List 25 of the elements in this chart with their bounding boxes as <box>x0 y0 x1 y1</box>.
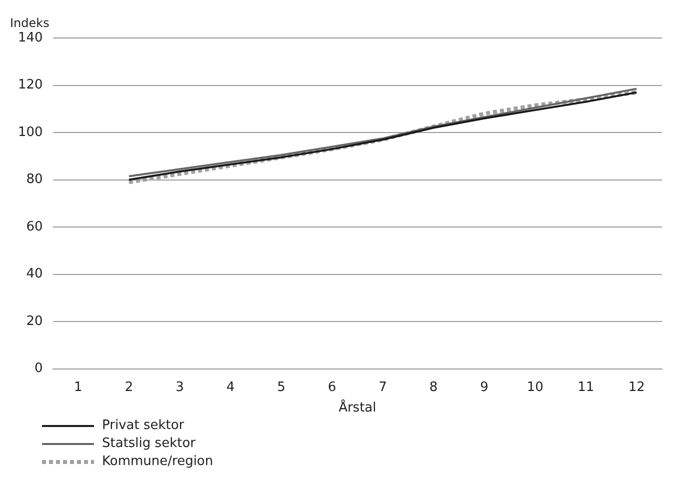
x-tick-label: 5 <box>277 380 286 395</box>
x-tick-label: 11 <box>578 380 594 395</box>
y-tick-label: 0 <box>34 361 43 376</box>
x-tick-label: 6 <box>328 380 336 395</box>
x-axis-title: Årstal <box>338 398 376 416</box>
legend-label: Kommune/region <box>102 454 214 469</box>
y-tick-label: 80 <box>26 172 43 188</box>
y-tick-label: 100 <box>18 124 43 140</box>
x-tick-label: 9 <box>480 380 488 395</box>
y-tick-label: 40 <box>26 266 43 282</box>
x-tick-label: 12 <box>628 380 645 395</box>
x-tick-label: 4 <box>226 380 235 395</box>
y-tick-label: 120 <box>18 78 43 93</box>
x-tick-label: 8 <box>429 380 438 395</box>
y-tick-label: 20 <box>26 314 43 329</box>
y-tick-label: 140 <box>18 30 43 46</box>
x-tick-label: 2 <box>124 380 134 395</box>
y-axis-title: Indeks <box>10 16 50 30</box>
legend-label: Statslig sektor <box>102 436 196 451</box>
x-tick-label: 1 <box>74 380 82 395</box>
x-tick-label: 3 <box>176 380 184 395</box>
x-tick-label: 10 <box>526 380 544 395</box>
y-tick-label: 60 <box>26 219 43 234</box>
x-tick-label: 7 <box>378 380 387 395</box>
legend-label: Privat sektor <box>102 418 184 433</box>
